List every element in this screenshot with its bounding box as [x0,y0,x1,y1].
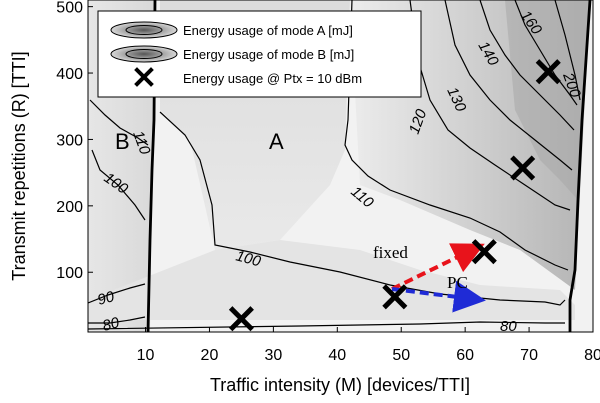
contour-100-left [91,149,146,221]
x-tick-label: 60 [456,347,474,364]
x-marker-3 [471,239,497,265]
contour-lines [88,0,592,332]
contour-ellipse-icon [110,45,178,63]
energy-markers [228,59,561,332]
legend-item-x: Energy usage @ Ptx = 10 dBm [134,67,362,87]
contour-ellipse-icon [110,21,178,39]
x-tick-label: 40 [328,347,346,364]
contour-110-left [89,99,149,146]
contour-140 [479,0,575,131]
y-tick-label: 400 [56,66,83,83]
contour-90-left [88,283,146,304]
region-label-b: B [115,129,130,154]
x-tick-label: 20 [201,347,219,364]
x-axis: 10 20 30 40 50 60 70 80 [137,327,600,364]
legend-item-mode-b: Energy usage of mode B [mJ] [110,45,354,63]
mode-boundary-right [568,0,592,332]
region-label-a: A [269,129,284,154]
contour-130 [444,0,573,171]
legend-label-x: Energy usage @ Ptx = 10 dBm [183,71,362,86]
x-axis-title: Traffic intensity (M) [devices/TTI] [210,375,470,395]
arrow-fixed [391,243,485,291]
arrows: fixed PC [373,243,486,313]
contour-160 [514,0,578,106]
contour-label-100-a: 100 [234,247,263,270]
legend-item-mode-a: Energy usage of mode A [mJ] [110,21,353,39]
y-tick-label: 500 [56,0,83,17]
contour-label-80-left: 80 [101,314,122,335]
x-marker-icon [134,67,154,87]
legend-label-mode-b: Energy usage of mode B [mJ] [183,47,354,62]
y-tick-label: 100 [56,265,83,282]
x-marker-1 [228,306,254,332]
plot-frame [87,0,594,333]
x-marker-4 [510,155,536,181]
x-tick-label: 80 [584,347,600,364]
contour-100-a [159,111,566,306]
legend-label-mode-a: Energy usage of mode A [mJ] [183,23,353,38]
contour-200 [554,0,581,101]
contour-label-80-right: 80 [500,318,517,335]
y-axis: 100 200 300 400 500 [56,0,93,282]
arrow-label-fixed: fixed [373,243,408,262]
contour-ellipse-inner-icon [125,49,163,59]
x-tick-label: 30 [264,347,282,364]
contour-80-right [88,321,565,330]
legend: Energy usage of mode A [mJ] Energy usage… [97,10,422,98]
x-tick-label: 70 [520,347,538,364]
y-tick-label: 200 [56,199,83,216]
arrow-label-pc: PC [447,273,468,292]
x-marker-2 [382,284,408,310]
contour-80-left [88,316,146,324]
x-tick-label: 50 [392,347,410,364]
x-tick-label: 10 [137,347,155,364]
x-marker-5 [535,59,561,85]
contour-label-90-left: 90 [96,288,117,309]
contour-ellipse-inner-icon [125,25,163,35]
y-tick-label: 300 [56,132,83,149]
y-axis-title: Transmit repetitions (R) [TTI] [9,51,29,280]
contour-110-a [344,0,569,271]
contour-120 [409,0,571,211]
